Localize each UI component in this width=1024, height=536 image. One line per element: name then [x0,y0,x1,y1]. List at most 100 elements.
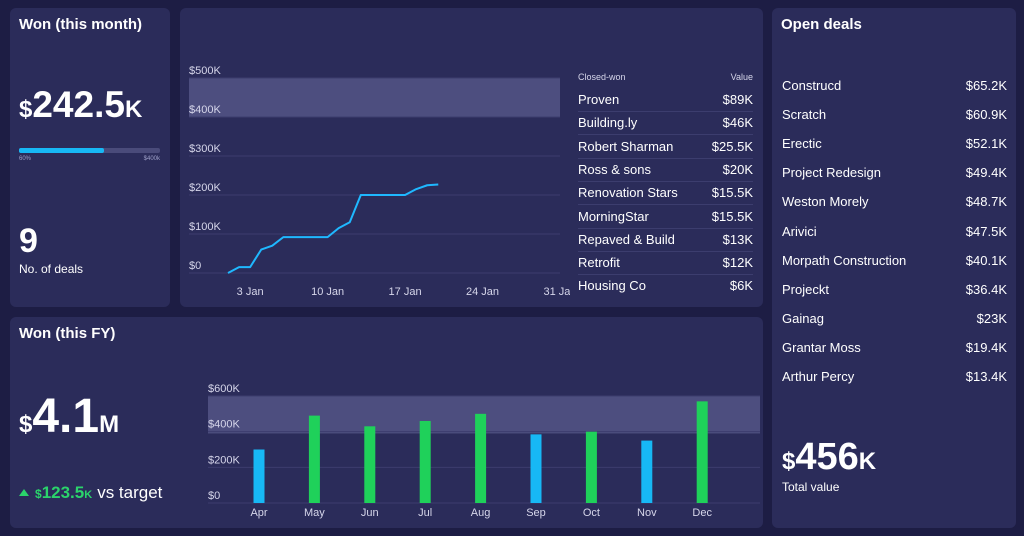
monthly-won-bar-chart: $0 $200K $400K $600K Apr May Jun Jul Aug Sep Oct No… [208,383,760,519]
open-deals-total-label: Total value [782,480,840,494]
won-month-value: $242.5K [19,84,142,126]
open-deals-list: Construcd $65.2K Scratch $60.9K Erectic $52.1… [782,78,1007,398]
open-deal-value: $36.4K [965,281,1007,297]
x-tick-label: 31 Jan [543,286,570,298]
month-chart-panel: $0 $100K $200K $300K $400K $500K 3 Jan 10 Jan 17… [180,8,763,307]
deal-name: Housing Co [578,278,646,294]
won-month-progress-track [19,148,160,153]
won-month-progress-left: 60% [19,156,32,162]
x-tick-label: 17 Jan [389,286,422,298]
x-tick-label: 10 Jan [311,286,344,298]
won-month-panel: Won (this month) $242.5K 60% $400k 9 No.… [10,8,170,307]
won-month-progress-fill [19,148,104,153]
open-deals-title: Open deals [781,16,862,33]
y-tick-label: $400K [189,104,221,116]
deal-name: Renovation Stars [578,185,678,201]
deal-name: Robert Sharman [578,138,674,154]
month-table-row: MorningStar $15.5K [578,205,753,229]
y-tick-label: $200K [208,454,240,466]
open-deal-name: Erectic [782,136,822,152]
y-tick-label: $0 [208,490,220,502]
bar-may [308,415,320,503]
deal-name: Repaved & Build [578,231,675,247]
won-month-progress-right: $400k [143,156,160,162]
deal-value: $89K [722,92,753,107]
y-tick-label: $0 [189,260,201,272]
deal-value: $15.5K [711,185,753,201]
won-month-number: 242.5 [32,84,125,125]
y-tick-label: $600K [208,383,240,395]
open-deal-name: Arthur Percy [782,369,855,384]
won-fy-number: 4.1 [32,390,100,443]
delta-currency: $ [35,487,42,501]
open-deal-value: $23K [976,310,1007,326]
cumulative-won-line [227,183,439,274]
cumulative-won-line-chart: $0 $100K $200K $300K $400K $500K 3 Jan 10 Jan 17… [189,65,570,298]
x-tick-label: Jun [361,507,379,519]
open-deal-value: $48.7K [965,194,1007,210]
x-tick-label: Sep [526,507,546,519]
bar-nov [641,440,653,503]
y-tick-label: $200K [189,182,221,194]
won-month-currency: $ [19,96,33,123]
month-table-col-value: Value [730,72,753,82]
delta-suffix: K [84,489,93,501]
open-deal-value: $60.9K [965,107,1007,123]
won-fy-suffix: M [99,411,120,438]
deal-name: Retrofit [578,255,620,271]
open-deal-name: Project Redesign [782,165,881,181]
bar-apr [253,449,265,503]
open-deal-name: Grantar Moss [782,339,861,355]
bar-jun [364,426,376,503]
month-table-row: Robert Sharman $25.5K [578,135,753,159]
won-fy-panel: Won (this FY) $4.1M $123.5K vs target $0 $… [10,317,763,528]
bar-sep [530,434,542,503]
target-band [189,78,560,117]
won-month-title: Won (this month) [19,16,143,33]
x-tick-label: Apr [250,507,267,519]
open-deal-value: $47.5K [965,223,1007,239]
open-deal-value: $13.4K [965,369,1007,384]
month-table-row: Repaved & Build $13K [578,228,753,252]
delta-value: 123.5 [41,483,85,502]
open-deal-name: Construcd [782,78,842,93]
month-table: Closed-won Value Proven $89K Building.ly $4… [578,70,753,302]
deal-value: $15.5K [711,208,753,224]
open-deal-value: $40.1K [965,252,1007,268]
y-tick-label: $500K [189,65,221,77]
deal-value: $20K [722,161,753,177]
month-table-row: Retrofit $12K [578,251,753,276]
x-tick-label: 3 Jan [237,286,264,298]
up-arrow-icon [19,489,29,496]
open-deal-value: $49.4K [965,165,1007,181]
bar-oct [585,431,597,503]
deal-name: Building.ly [578,115,638,131]
bar-jul [419,420,431,503]
x-tick-label: 24 Jan [466,286,499,298]
x-tick-label: Oct [583,507,600,519]
x-tick-label: Aug [471,507,491,519]
deal-name: Proven [578,92,620,107]
won-month-suffix: K [124,96,143,123]
open-deal-value: $65.2K [965,78,1007,93]
month-table-row: Ross & sons $20K [578,158,753,182]
x-tick-label: Nov [637,507,657,519]
deals-count: 9 [19,222,38,260]
month-table-row: Proven $89K [578,88,753,112]
bar-aug [475,413,487,503]
deal-name: MorningStar [578,208,649,224]
delta-text: vs target [97,483,163,502]
open-deals-total-suffix: K [858,448,877,475]
x-tick-label: Dec [692,507,712,519]
deal-value: $25.5K [711,138,753,154]
deals-label: No. of deals [19,262,84,276]
x-tick-label: Jul [418,507,432,519]
deal-value: $46K [722,115,753,131]
y-tick-label: $100K [189,221,221,233]
open-deal-name: Scratch [782,107,827,123]
open-deals-total-number: 456 [795,436,859,478]
open-deal-name: Morpath Construction [782,252,907,268]
month-table-row: Building.ly $46K [578,111,753,136]
won-fy-value: $4.1M [19,389,119,444]
deal-name: Ross & sons [578,161,651,177]
